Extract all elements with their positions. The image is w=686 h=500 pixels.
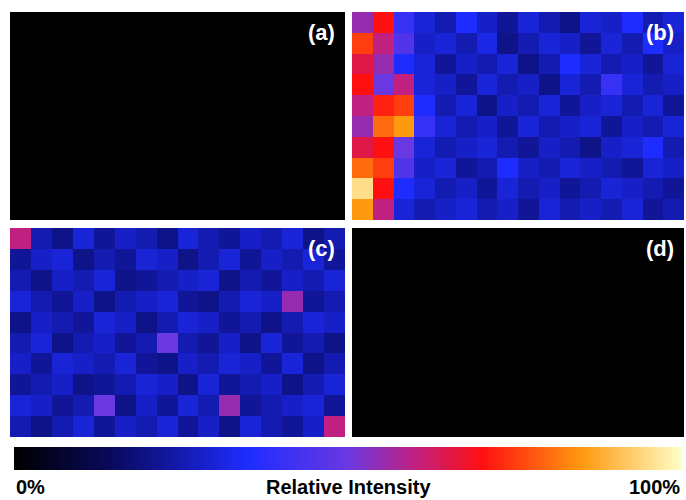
svg-text:100%: 100% [629, 476, 680, 498]
svg-text:0%: 0% [16, 476, 45, 498]
svg-text:Relative Intensity: Relative Intensity [266, 476, 431, 498]
svg-text:(d): (d) [646, 236, 674, 261]
svg-text:(b): (b) [646, 20, 674, 45]
svg-text:(a): (a) [308, 20, 335, 45]
svg-text:(c): (c) [308, 236, 335, 261]
